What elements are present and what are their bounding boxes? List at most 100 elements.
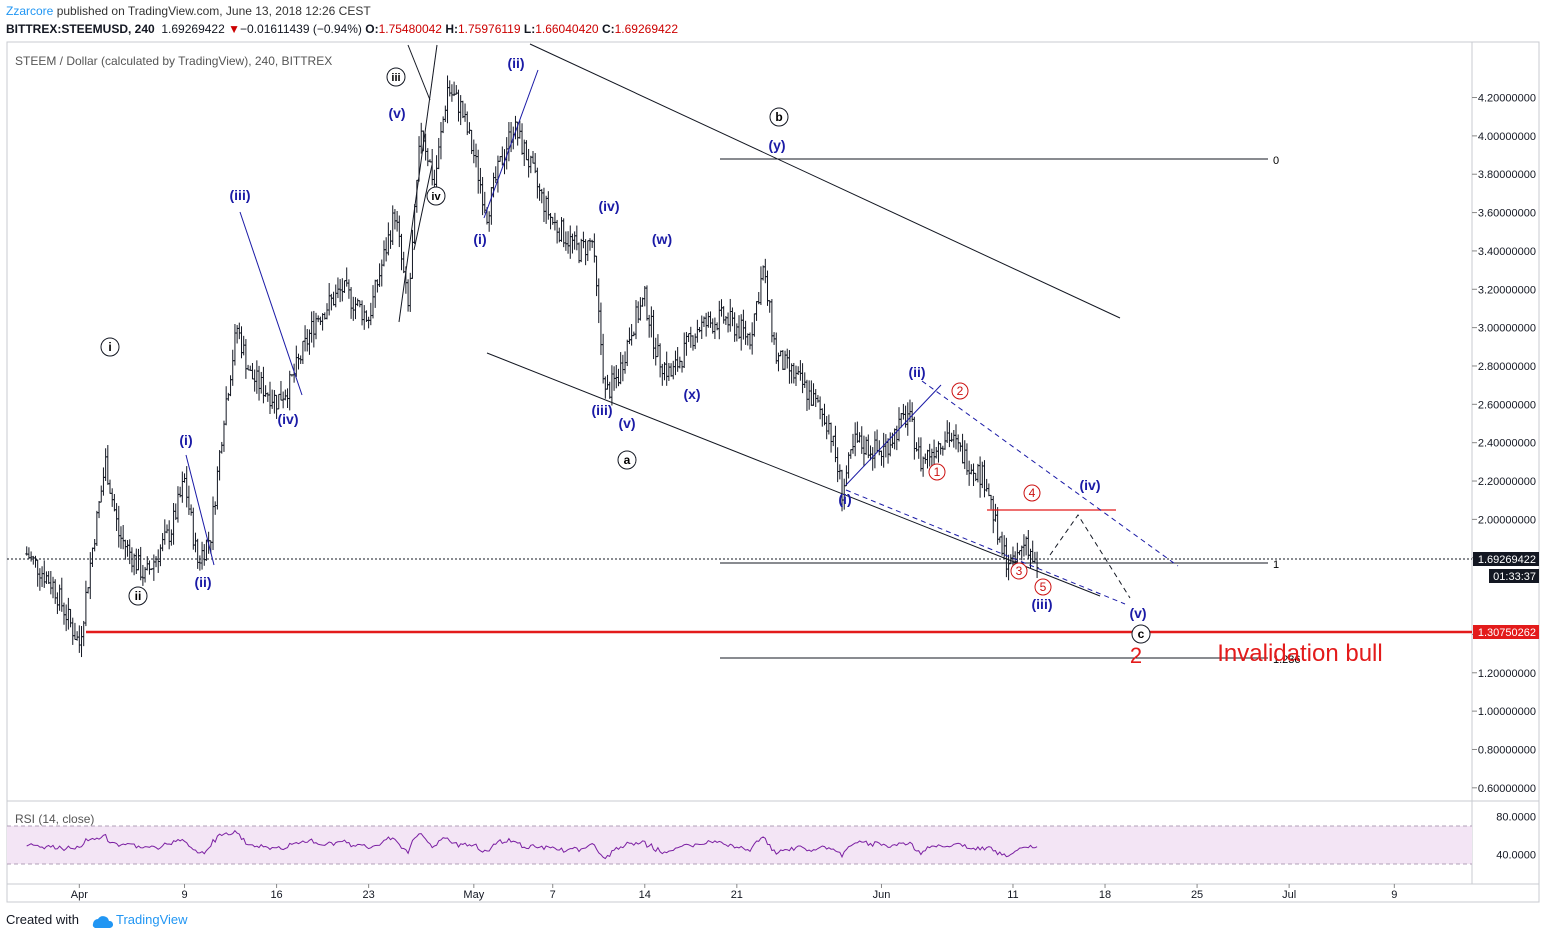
footer: Created with TradingView [6,912,188,928]
candle [90,547,94,568]
candle [95,510,99,546]
candle [647,314,651,338]
candle [147,560,151,575]
candle [818,396,822,420]
candle [165,524,169,534]
candle [926,449,929,469]
candle [752,313,756,337]
candle [152,554,156,581]
candle [575,225,579,251]
candle [255,360,259,394]
candle [660,363,664,386]
candle [584,239,588,266]
candle [123,539,127,560]
candle [991,495,995,534]
author-link[interactable]: Zzarcore [6,4,54,18]
candle [713,317,717,340]
candle [744,320,748,345]
candle [327,283,331,316]
symbol-label: BITTREX:STEEMUSD, 240 [6,22,155,36]
change-arrow-icon: ▼ [228,22,241,36]
candle [728,298,732,332]
candle [474,143,478,168]
candle [253,369,257,392]
candle [1026,530,1030,560]
candle [934,446,938,459]
candle [893,428,897,450]
candle [737,315,741,339]
candle [336,277,340,299]
candle [774,332,778,364]
candle [406,279,410,312]
wave-blue-ii-apr: (ii) [194,574,211,590]
candle [972,463,976,487]
candle [82,620,86,647]
candle [748,332,752,350]
candle [601,333,605,384]
candle [272,390,276,414]
fib-label-1236: 1.236 [1273,654,1301,666]
candle [119,526,123,549]
candle [235,325,239,344]
last-price-tag [1473,552,1539,566]
candle [928,443,932,467]
candle [625,339,629,367]
footer-brand[interactable]: TradingView [116,912,188,927]
candle [590,239,594,248]
pane-title: STEEM / Dollar (calculated by TradingVie… [15,54,332,68]
candle [671,360,675,380]
candle [787,350,791,384]
candle [956,434,960,453]
price-tick-label: 3.80000000 [1478,169,1536,181]
candle [597,278,601,324]
candle [443,105,447,123]
candle [763,258,767,284]
candle [564,231,568,251]
candle [888,432,892,457]
wave-red-big-2: 2 [1130,643,1142,668]
countdown-tag-text: 01:33:37 [1493,571,1536,583]
candle [796,366,800,375]
candle [682,332,686,368]
candle [919,437,923,472]
candle [652,309,656,360]
candle [917,437,921,459]
candle [616,368,620,387]
candle [693,333,697,350]
candle [371,285,375,319]
candle [64,604,68,632]
candle [204,539,208,561]
candle [987,483,991,497]
time-tick-label: Jun [873,889,891,901]
candle [36,559,40,587]
candle [546,191,550,220]
candle [353,297,357,320]
candle [950,432,954,443]
candle [33,555,37,568]
candle [570,233,574,254]
candle [726,312,730,333]
invalidation-price-tag [1473,625,1539,639]
candle [389,230,393,249]
candle [976,463,980,483]
ohlc-line: BITTREX:STEEMUSD, 240 1.69269422 ▼−0.016… [6,22,678,36]
wave-blue-iii-jun: (iii) [1032,596,1053,612]
candle [437,137,441,170]
candle [93,539,97,552]
price-tick-label: 0.80000000 [1478,744,1536,756]
wave-label-iii: iii [391,72,400,84]
candle [676,347,680,372]
candle [709,311,713,328]
candle [520,123,524,155]
time-tick-label: 16 [270,889,282,901]
candle [461,100,465,119]
wave-blue-iv-apr: (iv) [278,411,299,427]
candle [400,233,403,271]
high-value: 1.75976119 [458,22,521,36]
candle [1024,536,1028,556]
candle [801,363,805,394]
dashed-channel-lower [845,489,1126,605]
price-tick-label: 2.80000000 [1478,361,1536,373]
candle [71,617,75,645]
